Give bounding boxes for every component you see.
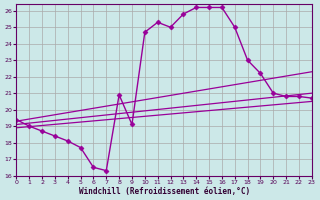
X-axis label: Windchill (Refroidissement éolien,°C): Windchill (Refroidissement éolien,°C) bbox=[78, 187, 250, 196]
